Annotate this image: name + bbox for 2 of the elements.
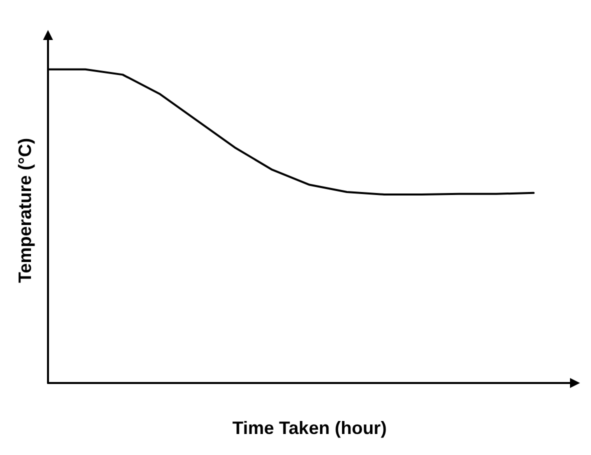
y-axis-title: Temperature (°C)	[15, 138, 35, 283]
x-axis-title: Time Taken (hour)	[232, 418, 387, 438]
